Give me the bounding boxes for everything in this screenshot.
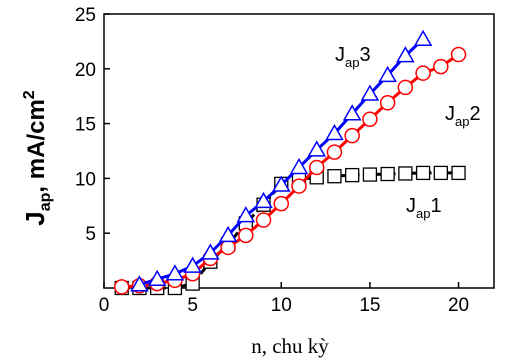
point-jap2 — [415, 65, 431, 81]
x-tick-label: 5 — [187, 295, 198, 316]
y-tick-label: 5 — [85, 224, 96, 245]
point-jap3 — [201, 243, 220, 260]
point-jap2 — [379, 95, 396, 111]
point-jap1 — [451, 165, 466, 181]
point-jap3 — [218, 225, 238, 243]
point-jap2 — [326, 144, 343, 160]
point-jap3 — [130, 275, 149, 292]
point-jap2 — [344, 127, 360, 144]
point-jap3 — [307, 140, 327, 157]
point-jap1 — [433, 165, 448, 181]
x-tick-label: 10 — [271, 295, 292, 316]
y-axis-label-sup: 2 — [21, 90, 38, 99]
point-jap1 — [345, 167, 360, 183]
series-label-jap1: Jap1 — [406, 195, 442, 221]
point-jap3 — [147, 269, 167, 286]
y-axis-label-main: J — [20, 211, 50, 225]
point-jap3 — [289, 157, 309, 175]
point-jap1 — [362, 167, 378, 182]
point-jap3 — [360, 84, 380, 101]
point-jap3 — [378, 65, 397, 83]
y-tick-label: 20 — [75, 60, 96, 81]
y-axis-label-sub: ap — [37, 192, 54, 211]
point-jap2 — [450, 46, 467, 63]
point-jap2 — [238, 227, 254, 244]
point-jap2 — [273, 195, 290, 212]
point-jap1 — [380, 166, 395, 182]
plot-frame — [103, 13, 495, 289]
x-tick-label: 15 — [359, 295, 380, 316]
y-tick-label: 10 — [75, 169, 96, 190]
point-jap3 — [183, 256, 202, 273]
point-jap2 — [291, 178, 307, 194]
point-jap2 — [113, 279, 130, 295]
x-axis-label: n, chu kỳ — [251, 334, 329, 358]
point-jap2 — [362, 111, 378, 127]
point-jap2 — [308, 159, 325, 176]
point-jap1 — [327, 169, 342, 184]
y-tick-label: 15 — [75, 115, 96, 136]
series-line-jap3 — [139, 38, 425, 287]
point-jap3 — [165, 264, 185, 281]
point-jap2 — [220, 239, 236, 256]
point-jap3 — [413, 29, 433, 46]
series-label-jap3: Jap3 — [335, 44, 371, 70]
x-tick-label: 0 — [99, 295, 110, 316]
point-jap3 — [342, 104, 362, 121]
point-jap3 — [396, 46, 415, 63]
point-jap2 — [255, 212, 272, 228]
point-jap3 — [254, 191, 273, 209]
y-axis-label-rest: , mA/cm — [23, 99, 50, 192]
point-jap3 — [271, 175, 291, 192]
point-jap3 — [236, 206, 256, 223]
series-label-jap2: Jap2 — [445, 103, 481, 129]
point-jap3 — [325, 123, 344, 141]
point-jap1 — [415, 165, 431, 181]
y-tick-label: 25 — [75, 5, 96, 26]
point-jap1 — [398, 166, 413, 181]
x-tick-label: 20 — [448, 295, 469, 316]
point-jap2 — [433, 58, 449, 75]
y-axis-label: Jap, mA/cm2 — [20, 90, 54, 226]
point-jap2 — [397, 79, 414, 96]
